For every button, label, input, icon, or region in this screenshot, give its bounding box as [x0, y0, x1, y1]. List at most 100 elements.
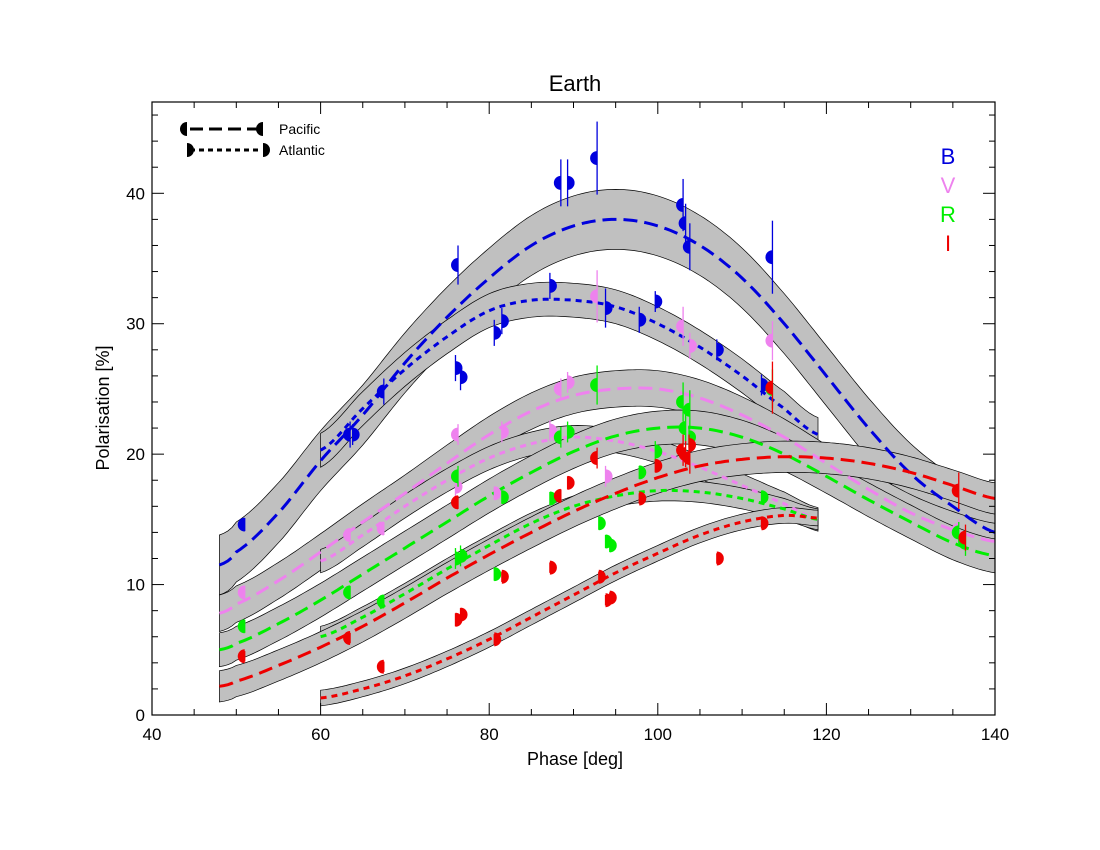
model-uncertainty-bands: [219, 189, 996, 707]
data-point-B-atlantic: [566, 159, 575, 207]
data-point-I-pacific: [451, 495, 459, 510]
half-circle-marker: [237, 619, 245, 634]
half-circle-marker: [553, 430, 561, 445]
half-circle-marker: [682, 239, 690, 254]
band-label-r: R: [940, 202, 956, 227]
half-circle-marker: [494, 325, 502, 340]
data-point-R-pacific: [376, 594, 385, 609]
half-circle-marker: [376, 659, 384, 674]
half-circle-marker: [343, 427, 351, 442]
half-circle-marker: [590, 289, 598, 304]
half-circle-marker: [501, 424, 509, 439]
x-tick-label: 100: [644, 725, 672, 744]
half-circle-marker: [682, 451, 690, 466]
band-label-b: B: [941, 144, 956, 169]
x-tick-label: 40: [143, 725, 162, 744]
data-point-R-atlantic: [760, 490, 769, 505]
legend-marker: [180, 122, 187, 136]
half-circle-marker: [765, 380, 773, 395]
half-circle-marker: [590, 151, 598, 166]
data-point-B-atlantic: [351, 424, 360, 446]
data-point-V-pacific: [590, 270, 598, 323]
data-point-R-pacific: [676, 382, 684, 422]
data-points: [237, 121, 967, 674]
legend-label: Atlantic: [279, 142, 325, 158]
half-circle-marker: [951, 525, 959, 540]
half-circle-marker: [553, 381, 561, 396]
chart-title: Earth: [549, 71, 602, 96]
half-circle-marker: [605, 301, 613, 316]
half-circle-marker: [376, 594, 384, 609]
half-circle-marker: [761, 516, 769, 531]
data-point-V-atlantic: [689, 332, 697, 359]
data-point-I-atlantic: [566, 475, 575, 490]
data-point-I-atlantic: [654, 458, 663, 473]
half-circle-marker: [237, 517, 245, 532]
data-point-B-atlantic: [501, 308, 509, 335]
model-curve-R-pacific: [219, 425, 996, 652]
data-point-V-pacific: [237, 585, 246, 600]
model-curve-V-atlantic: [320, 435, 819, 563]
half-circle-marker: [451, 258, 459, 273]
half-circle-marker: [343, 528, 351, 543]
band-label-i: I: [945, 231, 951, 256]
data-point-I-atlantic: [760, 516, 769, 531]
data-point-I-atlantic: [716, 551, 724, 566]
data-point-R-atlantic: [566, 421, 575, 443]
data-point-R-atlantic: [493, 567, 502, 582]
data-point-B-pacific: [553, 159, 562, 207]
data-point-R-pacific: [451, 465, 459, 487]
half-circle-marker: [655, 294, 663, 309]
data-point-B-pacific: [765, 220, 774, 294]
legend-marker: [187, 143, 194, 157]
data-point-B-pacific: [678, 203, 687, 243]
data-point-I-pacific: [590, 447, 598, 469]
legend-label: Pacific: [279, 121, 320, 137]
data-point-R-pacific: [237, 619, 246, 634]
half-circle-marker: [343, 631, 351, 646]
x-tick-label: 120: [812, 725, 840, 744]
half-circle-marker: [549, 560, 557, 575]
data-point-B-pacific: [590, 121, 598, 195]
legend-marker: [263, 143, 270, 157]
legend-marker: [256, 122, 263, 136]
data-point-B-pacific: [343, 421, 351, 448]
y-tick-label: 30: [126, 315, 145, 334]
half-circle-marker: [676, 394, 684, 409]
data-point-B-pacific: [237, 517, 246, 532]
half-circle-marker: [237, 585, 245, 600]
data-point-B-atlantic: [549, 272, 557, 299]
half-circle-marker: [494, 567, 502, 582]
half-circle-marker: [567, 475, 575, 490]
data-point-I-atlantic: [493, 632, 502, 647]
y-tick-label: 20: [126, 445, 145, 464]
half-circle-marker: [605, 469, 613, 484]
data-point-B-pacific: [376, 378, 385, 405]
y-axis-title: Polarisation [%]: [93, 345, 113, 470]
data-point-B-atlantic: [716, 339, 724, 361]
half-circle-marker: [676, 319, 684, 334]
half-circle-marker: [376, 384, 384, 399]
data-point-R-atlantic: [501, 490, 509, 505]
data-point-I-atlantic: [459, 607, 468, 622]
half-circle-marker: [765, 250, 773, 265]
data-point-R-pacific: [682, 390, 691, 430]
half-circle-marker: [494, 486, 502, 501]
half-circle-marker: [639, 491, 647, 506]
half-circle-marker: [639, 465, 647, 480]
model-curve-B-pacific: [218, 217, 996, 567]
half-circle-marker: [451, 427, 459, 442]
data-point-B-atlantic: [493, 319, 502, 346]
half-circle-marker: [460, 370, 468, 385]
half-circle-marker: [678, 421, 686, 436]
half-circle-marker: [590, 451, 598, 466]
half-circle-marker: [678, 216, 686, 231]
data-point-R-pacific: [343, 585, 351, 600]
data-point-V-pacific: [676, 306, 684, 346]
half-circle-marker: [451, 469, 459, 484]
data-point-V-pacific: [343, 528, 351, 543]
data-point-I-atlantic: [688, 434, 696, 456]
half-circle-marker: [688, 438, 696, 453]
